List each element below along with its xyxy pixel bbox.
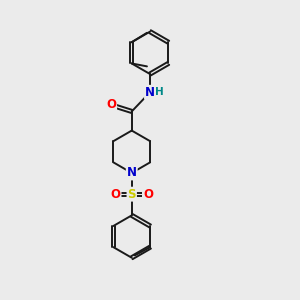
Text: O: O (106, 98, 116, 111)
Text: N: N (145, 86, 155, 99)
Text: O: O (110, 188, 121, 201)
Text: N: N (127, 167, 137, 179)
Text: S: S (128, 188, 136, 201)
Text: O: O (143, 188, 153, 201)
Text: H: H (155, 87, 164, 97)
